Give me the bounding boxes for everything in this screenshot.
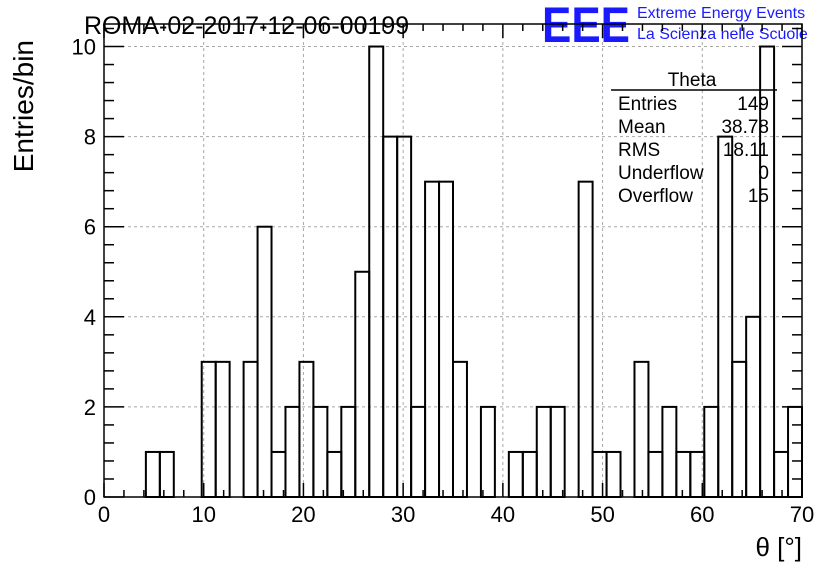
stats-row-value: 0 bbox=[758, 163, 769, 184]
histogram-bin bbox=[549, 405, 566, 498]
histogram-bin bbox=[773, 450, 790, 499]
histogram-bin bbox=[424, 180, 441, 499]
x-tick-label: 50 bbox=[590, 502, 614, 527]
run-title: ROMA-02-2017-12-06-00199 bbox=[84, 12, 409, 40]
y-tick-label: 8 bbox=[84, 125, 96, 150]
axes: 0 10 20 30 40 50 60 70 0 2 4 6 8 10 bbox=[72, 23, 814, 527]
histogram-bin bbox=[158, 450, 175, 499]
histogram-bin bbox=[591, 450, 608, 499]
histogram-bin bbox=[214, 360, 231, 498]
histogram-bin bbox=[284, 405, 301, 498]
stats-title: Theta bbox=[668, 70, 717, 91]
histogram-bin bbox=[731, 360, 748, 498]
histogram-bin bbox=[507, 450, 524, 499]
histogram-bin bbox=[144, 450, 161, 499]
histogram-bin bbox=[787, 405, 803, 498]
stats-row-label: Overflow bbox=[618, 186, 693, 207]
logo-line-1: Extreme Energy Events bbox=[637, 5, 805, 22]
x-tick-label: 20 bbox=[291, 502, 315, 527]
stats-row-value: 18.11 bbox=[723, 140, 769, 161]
y-tick-label: 10 bbox=[72, 35, 96, 60]
histogram-bin bbox=[298, 360, 315, 498]
stats-row-label: Underflow bbox=[618, 163, 704, 184]
histogram-bin bbox=[647, 450, 664, 499]
y-tick-label: 6 bbox=[84, 215, 96, 240]
histogram-bin bbox=[521, 450, 538, 499]
plot-frame bbox=[103, 23, 803, 498]
y-tick-label: 0 bbox=[84, 485, 96, 510]
histogram-bin bbox=[703, 405, 720, 498]
stats-rows: Entries 149 Mean 38.78 RMS 18.11 Underflow 0 Ove… bbox=[618, 94, 769, 207]
histogram-bin bbox=[354, 270, 371, 498]
histogram-bin bbox=[452, 360, 468, 498]
histogram-bin bbox=[438, 180, 455, 499]
y-tick-label: 2 bbox=[84, 395, 96, 420]
histogram-bin bbox=[312, 405, 329, 498]
histogram-bin bbox=[256, 225, 273, 498]
histogram-bin bbox=[633, 360, 650, 498]
histogram-bin bbox=[382, 135, 399, 498]
x-tick-label: 70 bbox=[790, 502, 814, 527]
x-tick-label: 40 bbox=[491, 502, 515, 527]
stats-row-label: Entries bbox=[618, 94, 677, 115]
histogram-bin bbox=[326, 450, 343, 499]
histogram-bin bbox=[605, 450, 622, 499]
x-tick-label: 30 bbox=[391, 502, 415, 527]
stats-row-value: 149 bbox=[737, 94, 769, 115]
logo-line-2: La Scienza nelle Scuole bbox=[637, 26, 808, 43]
histogram-bin bbox=[577, 180, 594, 499]
eee-logo: EEE bbox=[542, 0, 630, 53]
x-tick-label: 0 bbox=[98, 502, 110, 527]
histogram-bin bbox=[410, 405, 427, 498]
histogram-bin bbox=[661, 405, 678, 498]
y-axis-label: Entries/bin bbox=[8, 40, 39, 172]
y-tick-label: 4 bbox=[84, 305, 96, 330]
histogram-bin bbox=[340, 405, 357, 498]
histogram-bin bbox=[535, 405, 552, 498]
histogram-bin bbox=[242, 360, 259, 498]
stats-box: Theta Entries 149 Mean 38.78 RMS 18.11 Underfl… bbox=[611, 70, 777, 207]
histogram-series bbox=[144, 45, 803, 499]
histogram-bin bbox=[675, 450, 692, 499]
stats-row-value: 15 bbox=[748, 186, 769, 207]
stats-row-label: RMS bbox=[618, 140, 660, 161]
stats-row-value: 38.78 bbox=[721, 117, 769, 138]
stats-row-label: Mean bbox=[618, 117, 666, 138]
histogram-bin bbox=[479, 405, 496, 498]
x-tick-label: 10 bbox=[191, 502, 215, 527]
x-tick-label: 60 bbox=[690, 502, 714, 527]
histogram-bin bbox=[368, 45, 385, 499]
x-axis-label: θ [°] bbox=[755, 532, 802, 562]
